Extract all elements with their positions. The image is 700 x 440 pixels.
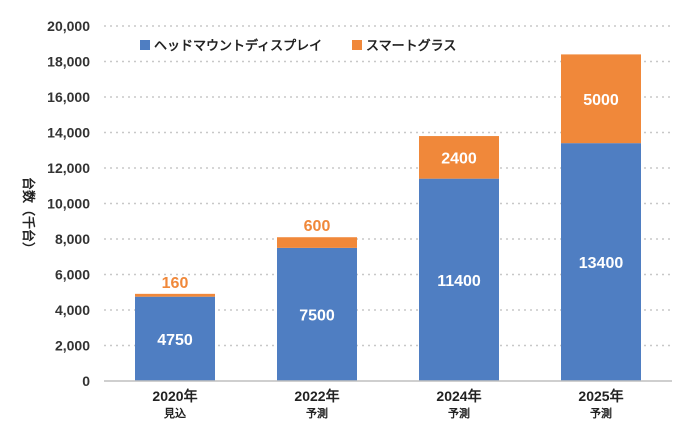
y-tick-label: 12,000	[47, 160, 90, 176]
bars: 4750 160 7500 600 11400 2400 13400 5000	[135, 54, 641, 381]
data-label: 11400	[437, 273, 481, 290]
bar-segment-hmd	[419, 178, 499, 381]
y-tick-label: 16,000	[47, 89, 90, 105]
x-tick-sublabel: 見込	[163, 406, 186, 420]
data-label: 7500	[299, 307, 335, 324]
y-tick-label: 6,000	[55, 267, 90, 283]
x-tick-sublabel: 予測	[448, 406, 470, 420]
bar-segment-smartglass	[135, 293, 215, 297]
y-axis-label: 台数（千台）	[20, 177, 36, 255]
legend-swatch	[352, 40, 362, 50]
gridlines	[104, 25, 672, 347]
x-tick-label: 2022年	[294, 388, 339, 404]
data-label: 2400	[441, 150, 477, 167]
y-tick-label: 0	[82, 373, 90, 389]
bar-segment-smartglass	[561, 54, 641, 144]
y-tick-label: 20,000	[47, 18, 90, 34]
x-tick-sublabel: 予測	[590, 406, 612, 420]
y-tick-label: 14,000	[47, 125, 90, 141]
bar-segment-hmd	[561, 143, 641, 381]
bar-segment-smartglass	[419, 136, 499, 179]
x-tick-sublabel: 予測	[306, 406, 328, 420]
y-axis-ticks: 0 2,000 4,000 6,000 8,000 10,000 12,000 14,000 1…	[47, 18, 90, 389]
legend-label: ヘッドマウントディスプレイ	[154, 38, 322, 54]
data-label: 4750	[157, 332, 193, 349]
data-label: 13400	[579, 255, 624, 272]
y-tick-label: 8,000	[55, 231, 90, 247]
x-tick-label: 2024年	[436, 388, 481, 404]
bar-segment-hmd	[135, 296, 215, 381]
data-label: 160	[162, 275, 189, 292]
legend-label: スマートグラス	[366, 38, 456, 54]
bar-segment-smartglass	[277, 237, 357, 248]
x-tick-label: 2025年	[578, 388, 623, 404]
data-label: 5000	[583, 92, 619, 109]
y-tick-label: 18,000	[47, 54, 90, 70]
legend: ヘッドマウントディスプレイ スマートグラス	[140, 38, 456, 54]
data-label: 600	[304, 218, 331, 235]
legend-swatch	[140, 40, 150, 50]
y-tick-label: 4,000	[55, 302, 90, 318]
bar-segment-hmd	[277, 247, 357, 381]
x-tick-label: 2020年	[152, 388, 197, 404]
y-tick-label: 2,000	[55, 338, 90, 354]
y-tick-label: 10,000	[47, 196, 90, 212]
